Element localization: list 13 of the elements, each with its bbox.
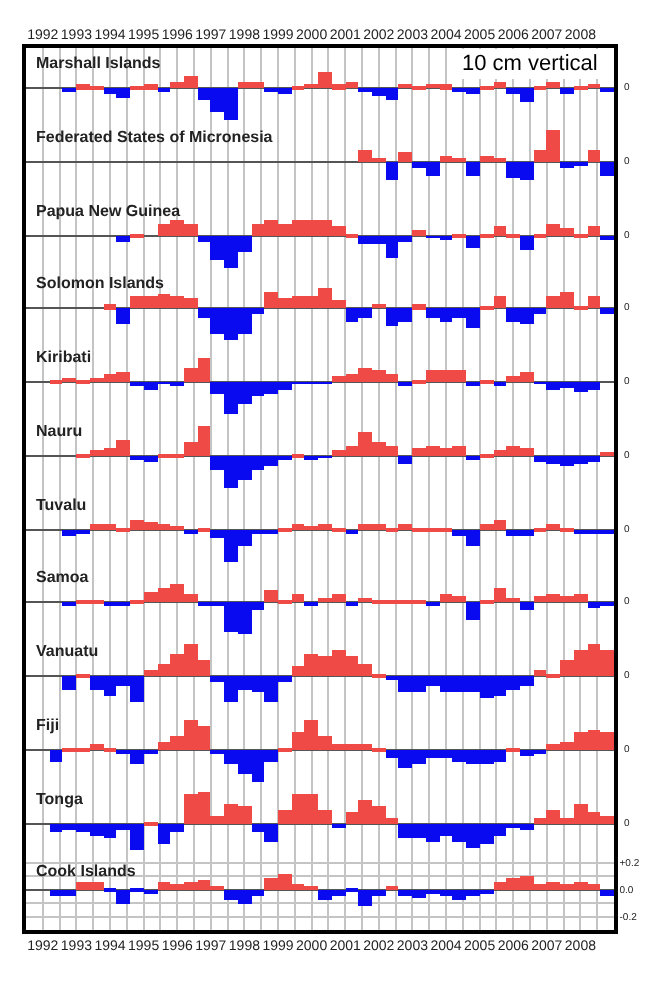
chart-title: Vanuatu [36,642,99,660]
chart-title: Marshall Islands [36,54,162,72]
chart-title: Tonga [36,789,84,807]
chart-title: Papua New Guinea [36,201,182,219]
chart-title: Fiji [36,715,60,734]
chart-title: Samoa [36,568,90,587]
annotation: 10 cm vertical [462,52,598,76]
chart-title: Nauru [36,421,83,440]
chart-title: Cook Islands [36,862,137,881]
chart-title: Kiribati [36,348,92,366]
chart-title: Solomon Islands [36,274,166,293]
chart-title: Tuvalu [36,495,87,513]
chart-title: Federated States of Micronesia [36,127,274,146]
